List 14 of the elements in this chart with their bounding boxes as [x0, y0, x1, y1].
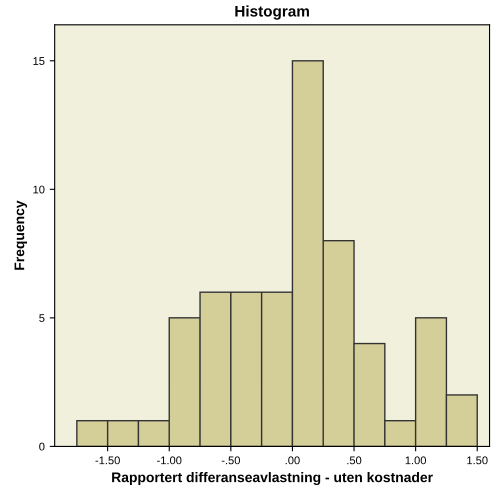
x-tick-label: 1.50 [467, 456, 488, 464]
x-axis-title: Rapportert differanseavlastning - uten kostnader [112, 472, 433, 486]
x-tick-label: -.50 [222, 456, 240, 464]
x-tick-label: .00 [286, 456, 300, 464]
chart-title: Histogram [235, 5, 309, 20]
x-tick-label: 1.00 [406, 456, 426, 464]
x-tick-label: .50 [347, 456, 362, 464]
y-tick-label: 5 [39, 314, 44, 322]
y-tick-label: 0 [39, 442, 45, 451]
x-tick-label: -1.50 [95, 456, 120, 464]
x-tick-label: -1.00 [157, 456, 182, 464]
y-axis-title: Frequency [14, 200, 28, 270]
y-tick-label: 10 [33, 186, 45, 194]
y-tick-label: 15 [33, 57, 44, 65]
